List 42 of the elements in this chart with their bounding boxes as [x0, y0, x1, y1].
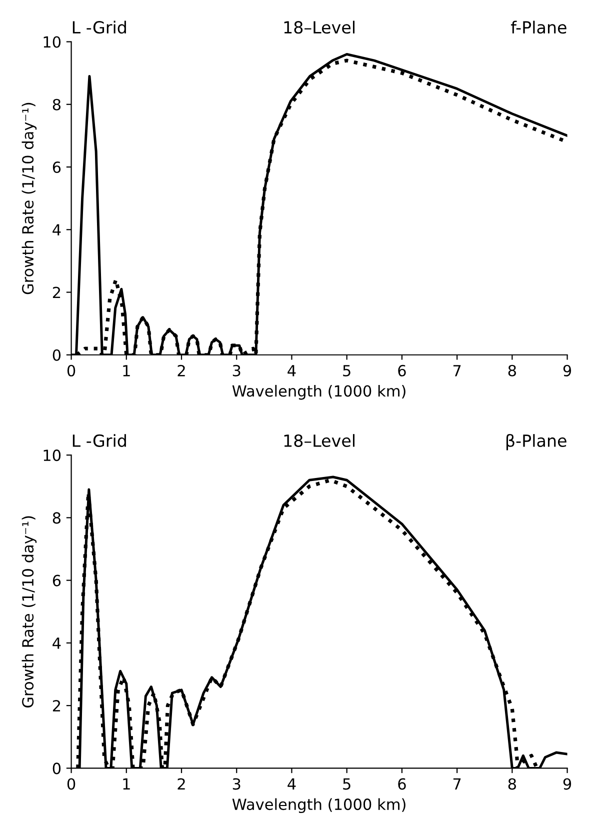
chart-title: 18–Level — [284, 434, 354, 447]
x-tick-label: 4 — [288, 778, 296, 790]
y-tick-label: 4 — [52, 224, 61, 236]
text: β-Plane — [506, 434, 566, 450]
text: L -Grid — [72, 20, 126, 34]
x-tick-label: 7 — [453, 365, 461, 376]
y-tick-label: 8 — [52, 512, 61, 524]
y-axis-title: Growth Rate (1/10 day⁻¹) — [22, 102, 37, 294]
y-tick-label: 6 — [52, 161, 61, 174]
x-tick-label: 3 — [232, 364, 240, 376]
x-axis-title: Wavelength (1000 km) — [232, 798, 406, 814]
text: L -Grid — [72, 434, 126, 447]
x-tick-label: 6 — [398, 364, 406, 376]
y-tick-label: 10 — [44, 450, 61, 462]
y-tick-label: 10 — [44, 36, 61, 48]
y-tick-label: 6 — [52, 574, 61, 586]
x-tick-label: 5 — [343, 778, 350, 790]
x-tick-label: 2 — [178, 778, 185, 790]
y-axis-title: Growth Rate (1/10 day⁻¹) — [22, 516, 37, 708]
x-tick-label: 1 — [123, 365, 130, 376]
y-tick-label: 8 — [52, 98, 61, 110]
y-tick-label: 2 — [52, 286, 60, 298]
x-tick-label: 8 — [508, 778, 516, 790]
x-tick-label: 8 — [508, 364, 516, 376]
chart-title: 18–Level — [284, 20, 354, 34]
y-tick-label: 0 — [52, 762, 61, 774]
text: f-Plane — [510, 20, 566, 34]
x-tick-label: 1 — [123, 778, 130, 790]
y-tick-label: 0 — [52, 349, 61, 361]
x-tick-label: 4 — [288, 365, 296, 376]
x-tick-label: 3 — [232, 778, 240, 790]
x-tick-label: 0 — [67, 778, 76, 790]
x-tick-label: 7 — [453, 778, 461, 790]
x-axis-title: Wavelength (1000 km) — [232, 384, 406, 400]
y-tick-label: 2 — [52, 700, 60, 712]
x-tick-label: 2 — [178, 364, 185, 376]
x-tick-label: 9 — [563, 364, 572, 376]
y-tick-label: 4 — [52, 638, 61, 649]
x-tick-label: 9 — [563, 778, 572, 790]
x-tick-label: 5 — [343, 365, 350, 376]
x-tick-label: 6 — [398, 778, 406, 790]
x-tick-label: 0 — [67, 364, 76, 376]
